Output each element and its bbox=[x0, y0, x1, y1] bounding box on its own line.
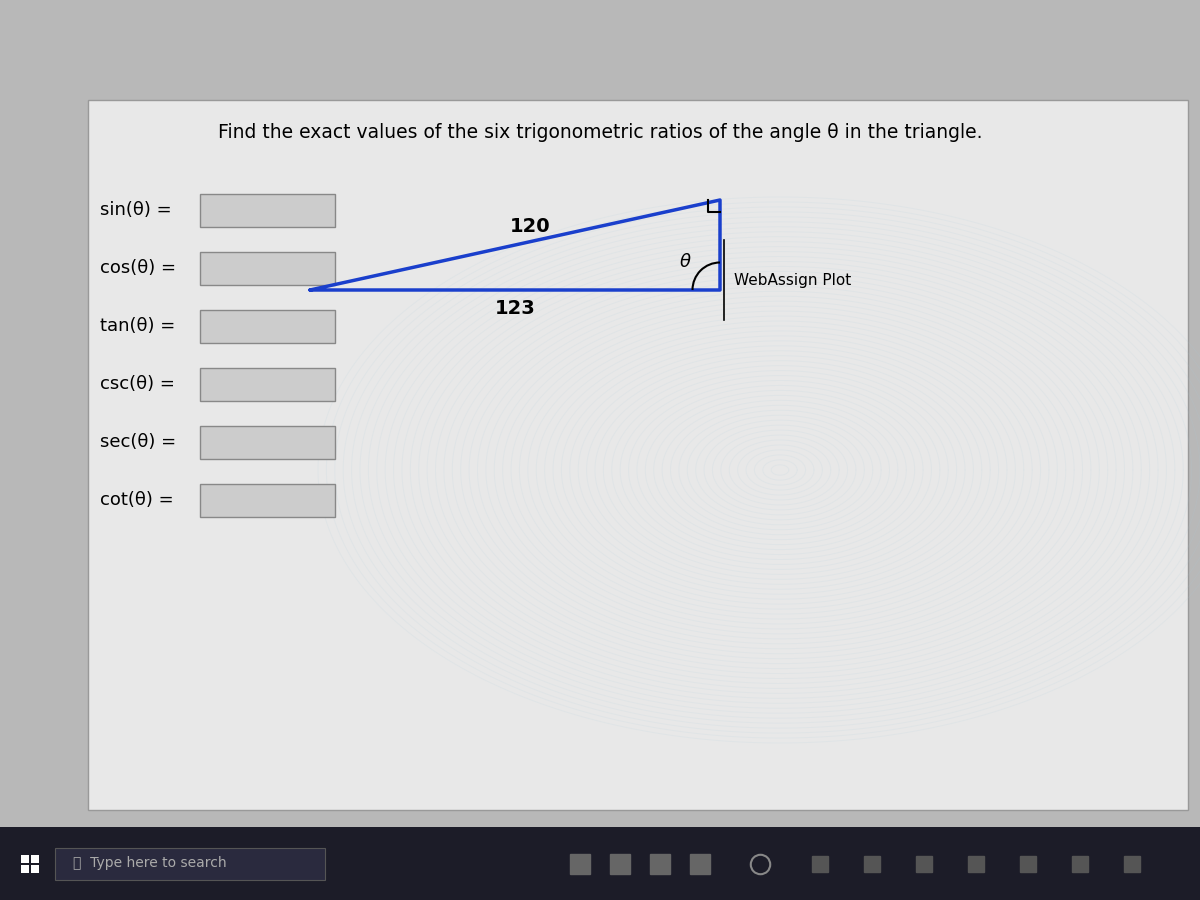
Text: θ: θ bbox=[679, 253, 690, 271]
Text: WebAssign Plot: WebAssign Plot bbox=[734, 273, 851, 287]
Bar bbox=[200, 426, 335, 458]
Text: ⌕  Type here to search: ⌕ Type here to search bbox=[73, 857, 227, 870]
Bar bbox=[200, 310, 335, 343]
Text: csc(θ) =: csc(θ) = bbox=[100, 375, 175, 393]
Bar bbox=[200, 367, 335, 400]
Bar bbox=[200, 251, 335, 284]
Bar bbox=[200, 194, 335, 227]
Bar bbox=[200, 483, 335, 517]
Text: tan(θ) =: tan(θ) = bbox=[100, 317, 175, 335]
Bar bbox=[0, 827, 1200, 900]
Text: cos(θ) =: cos(θ) = bbox=[100, 259, 176, 277]
Text: 120: 120 bbox=[510, 218, 551, 237]
Text: cot(θ) =: cot(θ) = bbox=[100, 491, 174, 509]
Bar bbox=[22, 854, 29, 862]
Text: sec(θ) =: sec(θ) = bbox=[100, 433, 176, 451]
Bar bbox=[88, 100, 1188, 810]
Text: sin(θ) =: sin(θ) = bbox=[100, 201, 172, 219]
Text: 123: 123 bbox=[494, 299, 535, 318]
Bar bbox=[31, 854, 38, 862]
Bar bbox=[22, 865, 29, 872]
Bar bbox=[55, 848, 325, 879]
Bar bbox=[31, 865, 38, 872]
Text: Find the exact values of the six trigonometric ratios of the angle θ in the tria: Find the exact values of the six trigono… bbox=[217, 122, 983, 141]
